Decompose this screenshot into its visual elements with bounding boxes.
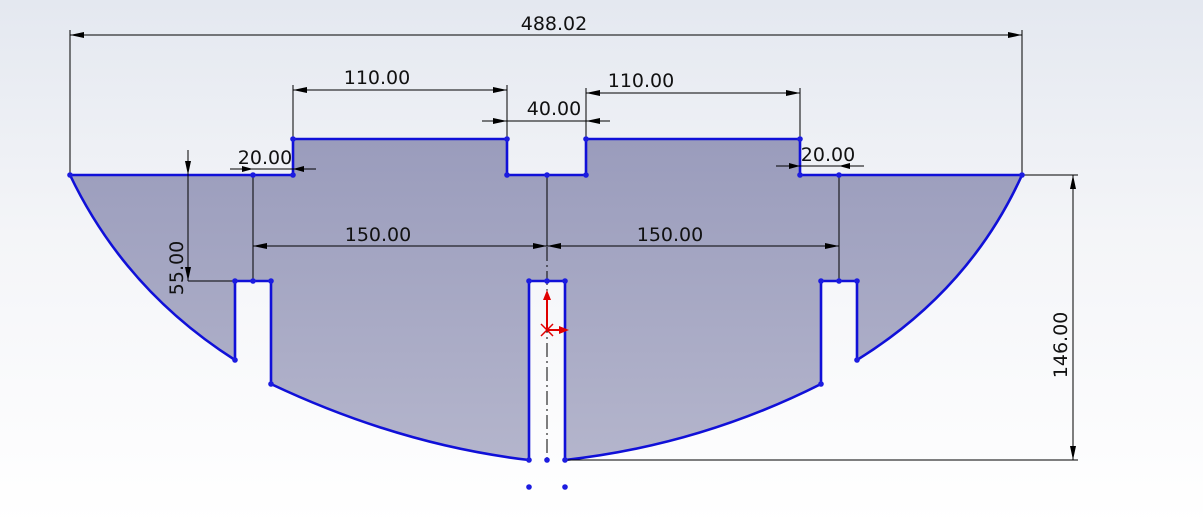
dimension-left-span-text[interactable]: 150.00: [345, 224, 411, 246]
dimension-overall-height-text[interactable]: 146.00: [1050, 312, 1072, 378]
dimension-left-span[interactable]: 150.00: [253, 224, 547, 249]
dimension-overall-height[interactable]: 146.00: [1050, 175, 1076, 460]
dimension-right-offset-text[interactable]: 20.00: [801, 144, 855, 166]
dimension-slot-depth[interactable]: 55.00: [166, 150, 191, 295]
profile-outline[interactable]: [68, 137, 1024, 462]
dimension-top-left-width[interactable]: 110.00: [293, 67, 507, 93]
dimension-center-gap-text[interactable]: 40.00: [527, 98, 581, 120]
dimension-right-offset[interactable]: 20.00: [776, 144, 864, 169]
dimension-top-right-width[interactable]: 110.00: [586, 70, 800, 96]
dimension-overall-width[interactable]: 488.02: [70, 13, 1022, 38]
origin-icon[interactable]: [540, 290, 569, 337]
dimension-top-right-width-text[interactable]: 110.00: [608, 70, 674, 92]
dimension-left-offset[interactable]: 20.00: [230, 147, 316, 172]
dimension-top-left-width-text[interactable]: 110.00: [344, 67, 410, 89]
dimension-slot-depth-text[interactable]: 55.00: [166, 241, 188, 295]
extension-lines: [69, 30, 1078, 461]
dimension-right-span-text[interactable]: 150.00: [637, 224, 703, 246]
dimension-center-gap[interactable]: 40.00: [482, 98, 610, 124]
dimension-overall-width-text[interactable]: 488.02: [521, 13, 587, 35]
sketch-region[interactable]: [70, 139, 1022, 460]
dimension-left-offset-text[interactable]: 20.00: [238, 147, 292, 169]
dimension-right-span[interactable]: 150.00: [547, 224, 839, 249]
sketch-vertices[interactable]: [67, 136, 1025, 490]
